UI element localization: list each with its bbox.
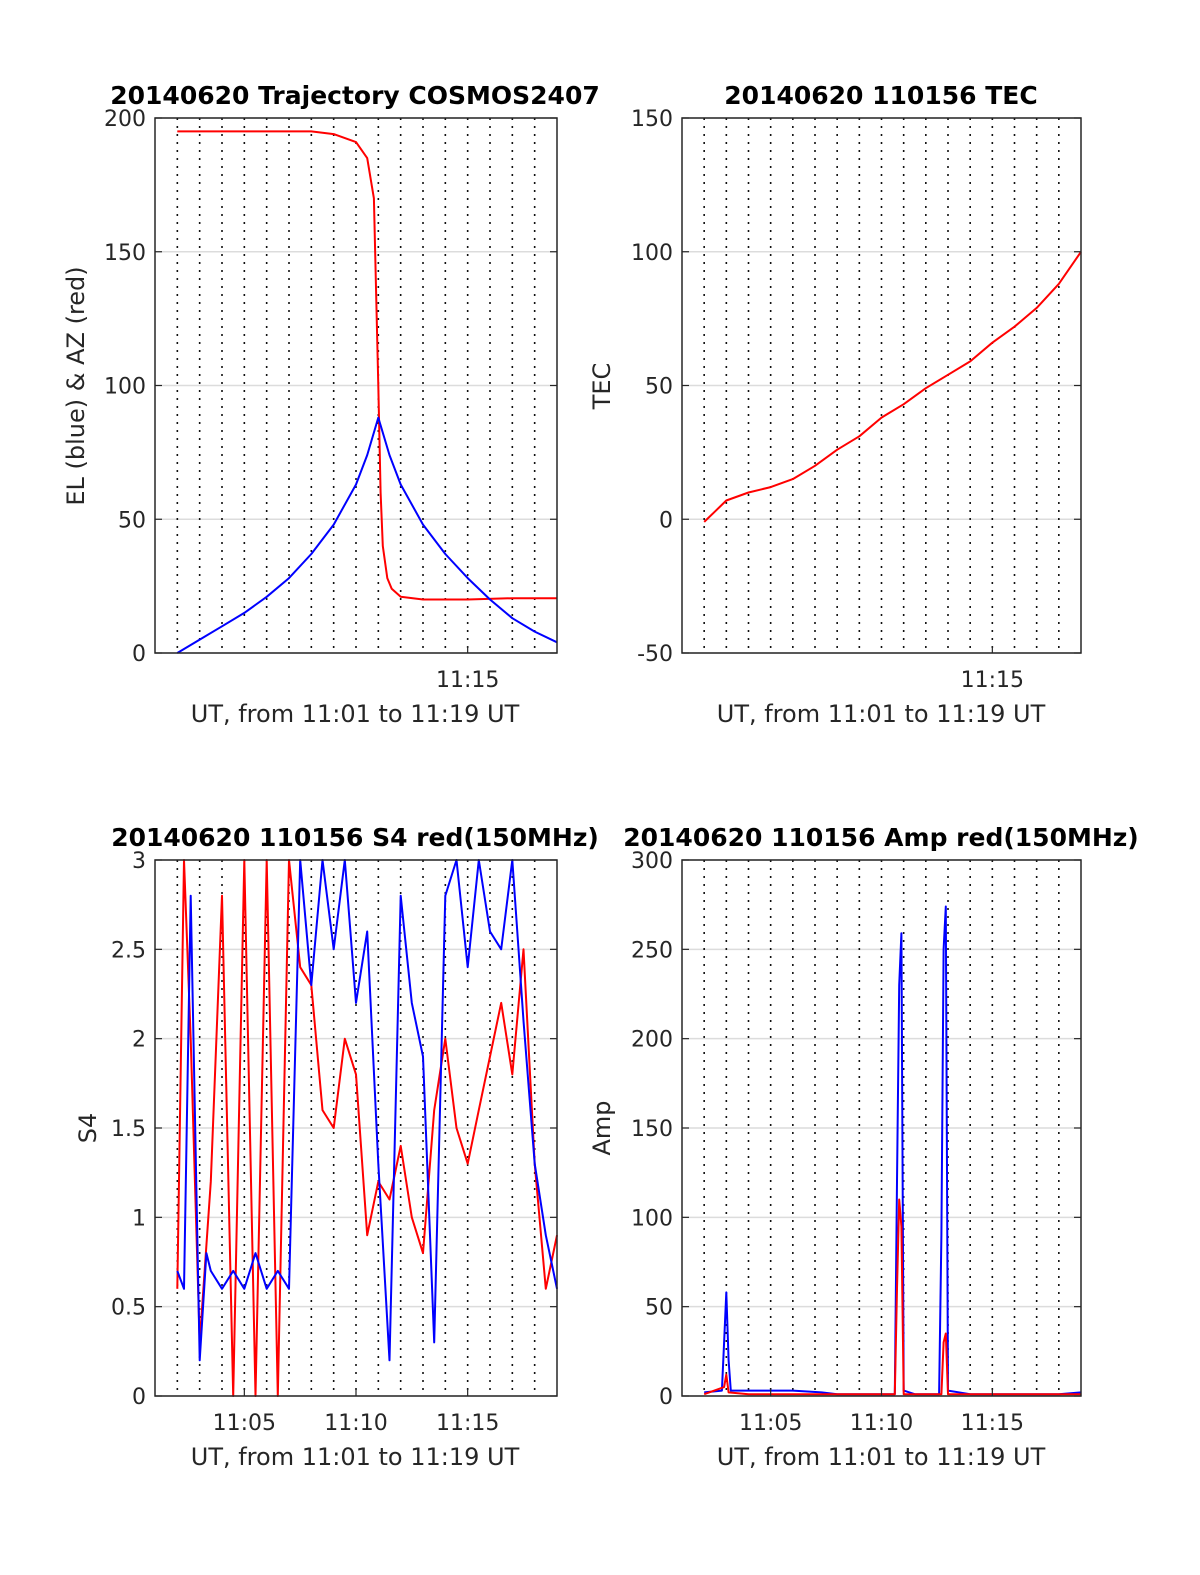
s4-plot-area: [176, 859, 558, 1397]
trajectory-title: 20140620 Trajectory COSMOS2407: [110, 81, 600, 110]
tec-x-ticks: 11:15: [961, 646, 1024, 693]
tec-series-line-tec: [703, 251, 1082, 523]
s4-x-label: UT, from 11:01 to 11:19 UT: [191, 1443, 520, 1471]
traj-y-tick-label: 0: [132, 642, 146, 667]
tec-panel: 20140620 110156 TEC -50 0 50 100 150 11:15 U…: [588, 81, 1082, 728]
tec-y-tick-label: -50: [637, 642, 673, 667]
amp-y-label: Amp: [588, 1100, 616, 1155]
s4-x-tick-label: 11:15: [436, 1411, 499, 1436]
tec-x-label: UT, from 11:01 to 11:19 UT: [717, 700, 1046, 728]
tec-y-tick-label: 100: [631, 241, 673, 266]
s4-y-tick-label: 2: [132, 1028, 146, 1053]
s4-x-tick-label: 11:05: [213, 1411, 276, 1436]
s4-y-label: S4: [74, 1113, 102, 1144]
tec-x-tick-label: 11:15: [961, 668, 1024, 693]
amp-x-tick-label: 11:05: [739, 1411, 802, 1436]
amp-title: 20140620 110156 Amp red(150MHz): [623, 823, 1139, 852]
s4-series-line-s4_red: [176, 859, 558, 1397]
s4-series-line-s4_blue: [176, 859, 558, 1362]
s4-y-tick-label: 3: [132, 849, 146, 874]
traj-x-tick-label: 11:15: [436, 668, 499, 693]
tec-y-label: TEC: [588, 363, 616, 411]
trajectory-x-label: UT, from 11:01 to 11:19 UT: [191, 700, 520, 728]
s4-y-ticks: 0 0.5 1 1.5 2 2.5 3: [111, 849, 557, 1410]
tec-y-tick-label: 0: [659, 508, 673, 533]
traj-y-tick-label: 100: [104, 375, 146, 400]
tec-grid: [682, 117, 1081, 654]
traj-y-tick-label: 50: [118, 508, 146, 533]
amp-series-line-amp_blue: [704, 905, 1082, 1396]
s4-title: 20140620 110156 S4 red(150MHz): [111, 823, 599, 852]
s4-x-ticks: 11:05 11:10 11:15: [213, 1389, 499, 1436]
s4-y-tick-label: 0: [132, 1385, 146, 1410]
amp-x-label: UT, from 11:01 to 11:19 UT: [717, 1443, 1046, 1471]
tec-y-tick-label: 150: [631, 107, 673, 132]
tec-y-tick-label: 50: [645, 375, 673, 400]
traj-series-line-az: [177, 130, 557, 601]
trajectory-grid: [155, 117, 557, 654]
amp-x-tick-label: 11:10: [850, 1411, 913, 1436]
tec-title: 20140620 110156 TEC: [724, 81, 1037, 110]
traj-y-tick-label: 150: [104, 241, 146, 266]
amp-series-line-amp_red: [703, 1198, 1081, 1396]
amp-y-ticks: 0 50 100 150 200 250 300: [631, 849, 1081, 1410]
traj-series-line-el: [176, 416, 558, 654]
amp-panel: 20140620 110156 Amp red(150MHz) 0 50 100 15…: [588, 823, 1139, 1471]
s4-panel: 20140620 110156 S4 red(150MHz) 0 0.5 1 1.5 2…: [74, 823, 599, 1471]
s4-y-tick-label: 2.5: [111, 938, 146, 963]
amp-x-ticks: 11:05 11:10 11:15: [739, 1389, 1024, 1436]
s4-x-tick-label: 11:10: [324, 1411, 387, 1436]
s4-y-tick-label: 1: [132, 1206, 146, 1231]
trajectory-panel: 20140620 Trajectory COSMOS2407 0 50 100 150…: [62, 81, 600, 728]
s4-y-tick-label: 1.5: [111, 1117, 146, 1142]
trajectory-y-label: EL (blue) & AZ (red): [62, 266, 90, 505]
s4-y-tick-label: 0.5: [111, 1296, 146, 1321]
amp-y-tick-label: 0: [659, 1385, 673, 1410]
tec-plot-area: [703, 251, 1082, 523]
amp-y-tick-label: 150: [631, 1117, 673, 1142]
amp-y-tick-label: 200: [631, 1028, 673, 1053]
amp-y-tick-label: 50: [645, 1296, 673, 1321]
amp-plot-area: [703, 905, 1082, 1396]
traj-y-tick-label: 200: [104, 107, 146, 132]
trajectory-plot-area: [176, 130, 558, 654]
amp-x-tick-label: 11:15: [961, 1411, 1024, 1436]
amp-y-tick-label: 100: [631, 1206, 673, 1231]
trajectory-y-ticks: 0 50 100 150 200: [104, 107, 557, 667]
amp-y-tick-label: 250: [631, 938, 673, 963]
tec-y-ticks: -50 0 50 100 150: [631, 107, 1081, 667]
amp-y-tick-label: 300: [631, 849, 673, 874]
trajectory-x-ticks: 11:15: [436, 646, 499, 693]
